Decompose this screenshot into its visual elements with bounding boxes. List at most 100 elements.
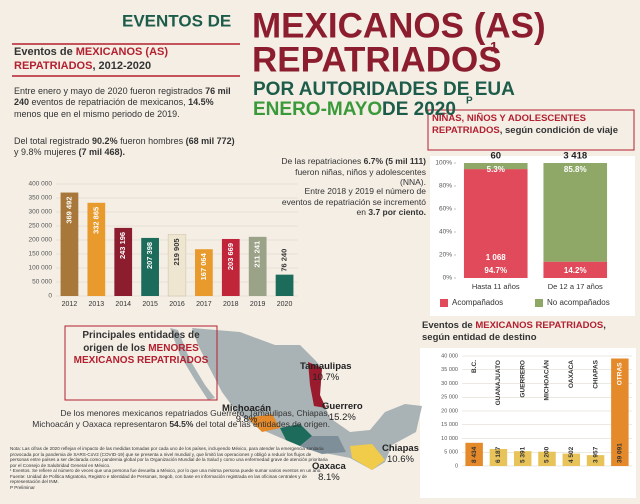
y-tick-label: 20 000 xyxy=(441,408,458,414)
y-tick-label: 50 000 xyxy=(32,279,52,286)
text-run: del total de las entidades de origen. xyxy=(193,418,330,429)
title-line2: MEXICANOS (AS) xyxy=(252,6,546,45)
title-period: ENERO-MAYO xyxy=(253,99,382,120)
baja-california xyxy=(170,328,215,400)
bar xyxy=(221,238,240,296)
map-heading-frame xyxy=(64,325,218,401)
michoacan xyxy=(248,414,280,432)
map-paragraph: De los menores mexicanos repatriados Gue… xyxy=(30,408,330,429)
value-label: 4 502 xyxy=(568,446,575,463)
footnote: Nota: Las cifras de 2020 reflejan el imp… xyxy=(10,446,328,468)
text-run: Eventos de xyxy=(14,46,76,58)
value-label: 14.2% xyxy=(564,266,587,275)
right-paragraph: De las repatriaciones 6.7% (5 mil 111) f… xyxy=(278,156,426,188)
value-label: 6 187 xyxy=(495,446,502,463)
bar xyxy=(538,451,556,466)
bar xyxy=(60,192,79,296)
text-run: 3.7 por ciento. xyxy=(368,207,426,218)
text-run: y 9.8% mujeres xyxy=(14,147,79,158)
y-tick-label: 350 000 xyxy=(29,195,53,202)
value-label: 5 200 xyxy=(544,446,551,463)
text-run: MEXICANOS (AS) REPATRIADOS xyxy=(14,46,169,72)
text-run: Entre enero y mayo de 2020 fueron regist… xyxy=(14,86,206,96)
value-label: 5.3% xyxy=(487,165,505,174)
legend-swatch xyxy=(535,299,543,307)
text-run: (68 mil 772) xyxy=(185,136,235,146)
x-tick-label: 2017 xyxy=(196,301,212,308)
y-tick-label: 0 xyxy=(455,463,458,469)
summary-paragraph: Entre enero y mayo de 2020 fueron regist… xyxy=(14,86,239,120)
value-label: 243 196 xyxy=(118,232,127,259)
x-tick-label: 2020 xyxy=(277,301,293,308)
footnote: ¹ Eventos. Se refiere al número de veces… xyxy=(10,468,322,473)
minors-heading: NIÑAS, NIÑOS Y ADOLESCENTES REPATRIADOS,… xyxy=(432,113,632,137)
right-paragraph: Entre 2018 y 2019 el número de eventos d… xyxy=(278,186,426,218)
bar xyxy=(465,442,483,466)
y-tick-label: 20% xyxy=(439,252,452,259)
bar xyxy=(87,202,106,296)
x-tick-label: GUANAJUATO xyxy=(495,360,502,405)
bar-segment xyxy=(463,169,528,278)
y-tick-label: 200 000 xyxy=(29,237,53,244)
y-tick-label: 30 000 xyxy=(441,381,458,387)
state-name: Oaxaca xyxy=(312,461,346,472)
x-tick-label: De 12 a 17 años xyxy=(548,282,603,291)
y-tick-label: 25 000 xyxy=(441,395,458,401)
bar xyxy=(489,448,508,466)
bar xyxy=(248,236,267,296)
x-tick-label: 2013 xyxy=(89,301,105,308)
title-line1: EVENTOS DE xyxy=(122,11,231,30)
value-label: 85.8% xyxy=(564,165,587,174)
map-label: Guerrero 15.2% xyxy=(322,401,363,424)
footnotes: Nota: Las cifras de 2020 reflejan el imp… xyxy=(10,446,330,490)
bar xyxy=(167,234,187,297)
text-run: 6.7% (5 mil 111) xyxy=(363,156,426,166)
text-run: fueron niñas, niños y adolescentes (NNA)… xyxy=(295,166,426,188)
map-label: Michoacán 9.8% xyxy=(222,403,272,426)
text-run: eventos de repatriación de mexicanos, xyxy=(29,97,189,108)
states-heading: Eventos de MEXICANOS REPATRIADOS, según … xyxy=(422,320,634,344)
count-label: 1 068 xyxy=(486,253,507,262)
x-tick-label: 2019 xyxy=(250,301,266,308)
x-tick-label: GUERRERO xyxy=(519,360,526,398)
value-label: 76 240 xyxy=(280,249,289,272)
value-label: 5 391 xyxy=(519,446,526,463)
minors-heading-frame xyxy=(427,109,635,151)
note-mark: 1 xyxy=(490,39,498,55)
text-run: fueron hombres xyxy=(117,136,186,146)
x-tick-label: Hasta 11 años xyxy=(472,282,520,291)
bar xyxy=(275,274,294,296)
x-tick-label: OTRAS xyxy=(617,362,624,385)
bar xyxy=(586,455,605,466)
y-tick-label: 100% xyxy=(435,160,452,167)
value-label: 369 492 xyxy=(64,197,73,224)
value-label: 207 398 xyxy=(145,242,154,269)
text-run: menos que en el mismo periodo de 2019. xyxy=(14,108,180,119)
summary-heading: Eventos de MEXICANOS (AS) REPATRIADOS, 2… xyxy=(14,46,240,74)
text-run: MENORES MEXICANOS REPATRIADOS xyxy=(73,342,209,367)
state-share: 8.1% xyxy=(318,471,340,483)
text-run: 54.5% xyxy=(169,418,194,429)
summary-paragraph: Del total registrado 90.2% fueron hombre… xyxy=(14,136,239,159)
state-name: Michoacán xyxy=(222,403,272,414)
title-line4: POR AUTORIDADES DE EUA xyxy=(253,79,515,100)
y-tick-label: 150 000 xyxy=(29,251,53,258)
states-panel xyxy=(420,348,636,498)
text-run: 14.5% xyxy=(188,97,214,108)
prelim-mark: P xyxy=(466,96,473,107)
text-run: , 2012-2020 xyxy=(92,59,152,72)
x-tick-label: 2015 xyxy=(142,301,158,308)
map-heading: Principales entidades de origen de los M… xyxy=(70,330,212,368)
y-tick-label: 400 000 xyxy=(29,181,53,188)
legend-label: No acompañados xyxy=(547,298,610,307)
value-label: 3 957 xyxy=(592,446,599,463)
value-label: 39 091 xyxy=(617,443,624,463)
text-run: 90.2% xyxy=(92,136,118,146)
y-tick-label: 40 000 xyxy=(441,353,458,359)
x-tick-label: 2012 xyxy=(62,301,78,308)
chiapas xyxy=(350,444,385,470)
x-tick-label: MICHOACÁN xyxy=(542,360,551,401)
text-run: , según entidad de destino xyxy=(422,320,606,343)
map-label: Tamaulipas 10.7% xyxy=(300,361,352,384)
